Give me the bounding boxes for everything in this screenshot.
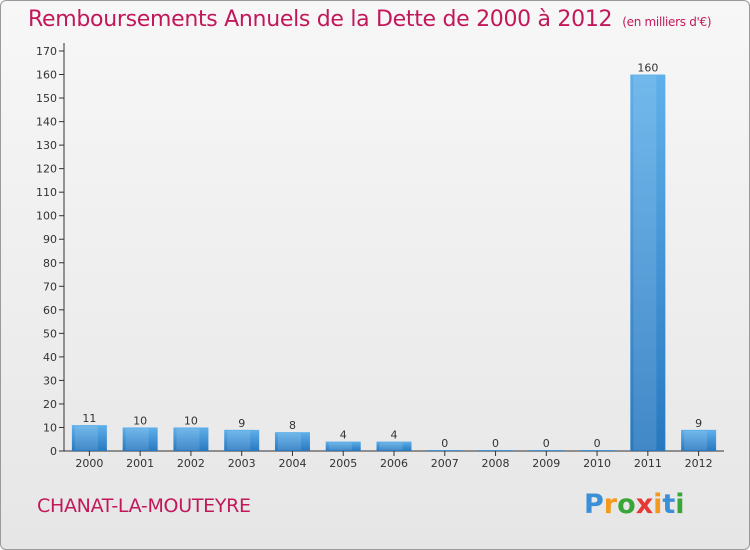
y-tick-label: 150 xyxy=(36,92,57,105)
x-tick-label: 2005 xyxy=(329,457,357,470)
y-tick-label: 70 xyxy=(43,280,57,293)
y-tick-label: 140 xyxy=(36,116,57,129)
x-tick-label: 2009 xyxy=(532,457,560,470)
x-tick-label: 2010 xyxy=(583,457,611,470)
y-tick-label: 100 xyxy=(36,210,57,223)
x-tick-label: 2000 xyxy=(75,457,103,470)
bar-2001 xyxy=(122,427,158,451)
data-label: 11 xyxy=(82,412,96,425)
bar-fill xyxy=(376,441,412,451)
logo-letter: r xyxy=(603,489,618,520)
bar-2003 xyxy=(224,429,260,451)
y-tick-label: 110 xyxy=(36,186,57,199)
bar-2002 xyxy=(173,427,209,451)
x-tick-label: 2011 xyxy=(634,457,662,470)
bar-fill xyxy=(274,432,310,451)
bar-2005 xyxy=(325,441,361,451)
y-tick-label: 0 xyxy=(50,445,57,458)
bar-highlight xyxy=(176,428,200,450)
bar-2006 xyxy=(376,441,412,451)
y-tick-label: 90 xyxy=(43,233,57,246)
bar-highlight xyxy=(328,442,352,450)
x-tick-label: 2012 xyxy=(685,457,713,470)
data-label: 4 xyxy=(340,429,347,442)
y-tick-label: 20 xyxy=(43,398,57,411)
data-labels: 11 10 10 9 8 4 4 0 0 0 0 160 9 xyxy=(82,62,702,450)
bar-2008 xyxy=(478,450,514,451)
place-name: CHANAT-LA-MOUTEYRE xyxy=(37,495,251,517)
y-tick-label: 80 xyxy=(43,257,57,270)
bar-highlight xyxy=(227,430,251,450)
y-tick-label: 40 xyxy=(43,351,57,364)
x-tick-label: 2006 xyxy=(380,457,408,470)
logo-letter: i xyxy=(653,489,663,520)
bar-2000 xyxy=(71,425,107,451)
bar-fill xyxy=(427,450,463,451)
y-tick-label: 120 xyxy=(36,163,57,176)
bar-fill xyxy=(681,429,717,451)
x-tick-label: 2001 xyxy=(126,457,154,470)
bar-2009 xyxy=(528,450,564,451)
bar-highlight xyxy=(684,430,708,450)
bar-fill xyxy=(173,427,209,451)
x-tick-label: 2002 xyxy=(177,457,205,470)
bar-highlight xyxy=(379,442,403,450)
bar-fill xyxy=(224,429,260,451)
bar-2010 xyxy=(579,450,615,451)
bar-fill xyxy=(71,425,107,451)
x-tick-label: 2003 xyxy=(228,457,256,470)
data-label: 4 xyxy=(391,429,398,442)
bar-2012 xyxy=(681,429,717,451)
bar-fill xyxy=(630,74,666,451)
data-label: 9 xyxy=(238,417,245,430)
bar-2004 xyxy=(274,432,310,451)
logo-letter: P xyxy=(584,489,604,520)
data-label: 10 xyxy=(184,414,198,427)
bar-fill xyxy=(579,450,615,451)
bar-highlight xyxy=(633,75,657,450)
proxiti-logo: Proxiti xyxy=(584,489,685,520)
bar-highlight xyxy=(277,433,301,450)
bar-fill xyxy=(122,427,158,451)
y-tick-label: 10 xyxy=(43,421,57,434)
logo-letter: x xyxy=(635,489,654,520)
data-label: 8 xyxy=(289,419,296,432)
bar-fill xyxy=(325,441,361,451)
data-label: 0 xyxy=(543,437,550,450)
chart-subtitle: (en milliers d'€) xyxy=(622,15,712,29)
axes: 0102030405060708090100110120130140150160… xyxy=(36,43,724,470)
logo-letter: i xyxy=(675,489,685,520)
bar-2007 xyxy=(427,450,463,451)
logo-letter: t xyxy=(662,489,676,520)
data-label: 9 xyxy=(695,417,702,430)
y-tick-label: 160 xyxy=(36,69,57,82)
data-label: 0 xyxy=(594,437,601,450)
bar-fill xyxy=(528,450,564,451)
logo-letter: o xyxy=(617,489,636,520)
y-tick-label: 60 xyxy=(43,304,57,317)
data-label: 0 xyxy=(441,437,448,450)
bars xyxy=(71,74,717,451)
x-tick-label: 2008 xyxy=(482,457,510,470)
bar-highlight xyxy=(74,426,98,450)
bar-fill xyxy=(478,450,514,451)
data-label: 10 xyxy=(133,414,147,427)
y-tick-label: 130 xyxy=(36,139,57,152)
title-text: Remboursements Annuels de la Dette de 20… xyxy=(28,7,613,32)
chart-title: Remboursements Annuels de la Dette de 20… xyxy=(28,7,712,32)
y-tick-label: 170 xyxy=(36,45,57,58)
bar-highlight xyxy=(125,428,149,450)
data-label: 160 xyxy=(637,62,658,75)
bar-2011 xyxy=(630,74,666,451)
y-tick-label: 30 xyxy=(43,374,57,387)
data-label: 0 xyxy=(492,437,499,450)
y-tick-label: 50 xyxy=(43,327,57,340)
x-tick-label: 2007 xyxy=(431,457,459,470)
x-tick-label: 2004 xyxy=(278,457,306,470)
